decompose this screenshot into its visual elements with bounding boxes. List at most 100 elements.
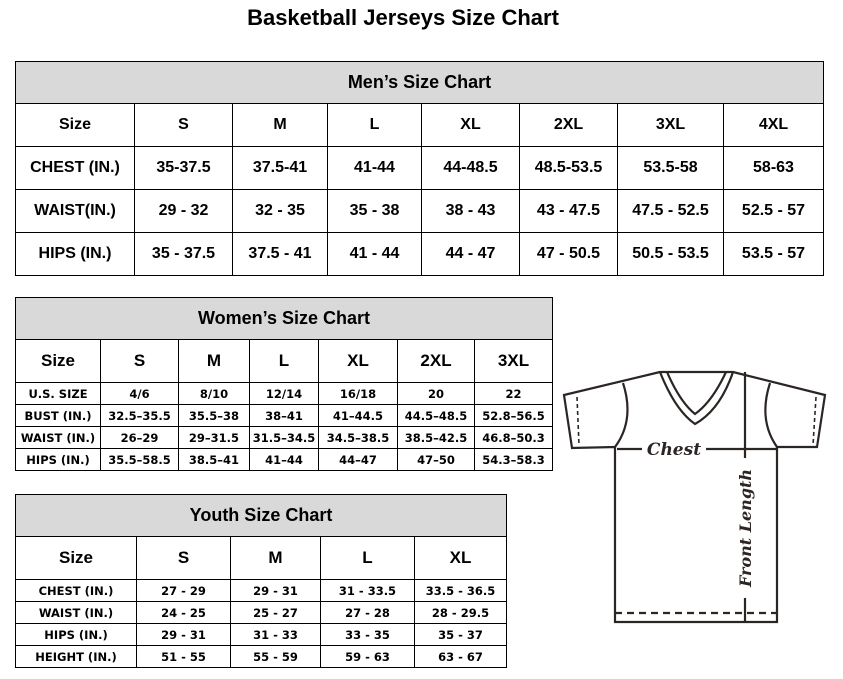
cell: 41-44 bbox=[327, 146, 422, 190]
header-cell: XL bbox=[413, 536, 508, 580]
page-title: Basketball Jerseys Size Chart bbox=[247, 5, 559, 30]
cell: CHEST (IN.) bbox=[15, 579, 137, 602]
cell: 38.5–42.5 bbox=[397, 426, 475, 449]
cell: 38–41 bbox=[249, 404, 319, 427]
header-cell: 4XL bbox=[723, 103, 824, 147]
cell: 44–47 bbox=[318, 448, 398, 471]
cell: 44 - 47 bbox=[421, 232, 520, 276]
header-cell: Size bbox=[15, 103, 135, 147]
cell: 46.8–50.3 bbox=[473, 426, 554, 449]
cell: 31.5–34.5 bbox=[249, 426, 319, 449]
cell: HIPS (IN.) bbox=[15, 623, 137, 646]
cell: 4/6 bbox=[100, 382, 179, 405]
cell: 41–44.5 bbox=[318, 404, 398, 427]
table-row: WAIST(IN.) 29 - 32 32 - 35 35 - 38 38 - 43 43… bbox=[15, 189, 824, 233]
cell: BUST (IN.) bbox=[15, 404, 101, 427]
cell: 35.5–58.5 bbox=[100, 448, 179, 471]
cell: 33.5 - 36.5 bbox=[413, 579, 508, 602]
header-cell: M bbox=[232, 103, 328, 147]
cell: 48.5-53.5 bbox=[519, 146, 618, 190]
header-cell: 3XL bbox=[473, 339, 554, 383]
table-row: HIPS (IN.) 29 - 31 31 - 33 33 - 35 35 - 37 bbox=[15, 623, 508, 646]
header-cell: XL bbox=[421, 103, 520, 147]
table-row: CHEST (IN.) 27 - 29 29 - 31 31 - 33.5 33.5 -… bbox=[15, 579, 508, 602]
cell: 53.5-58 bbox=[617, 146, 724, 190]
cell: 35 - 37 bbox=[413, 623, 508, 646]
youth-table-heading: Youth Size Chart bbox=[14, 494, 508, 537]
header-cell: 2XL bbox=[519, 103, 618, 147]
cell: WAIST (IN.) bbox=[15, 601, 137, 624]
cell: 22 bbox=[473, 382, 554, 405]
cell: 38.5–41 bbox=[178, 448, 250, 471]
cell: 12/14 bbox=[249, 382, 319, 405]
cell: WAIST (IN.) bbox=[15, 426, 101, 449]
cell: U.S. SIZE bbox=[15, 382, 101, 405]
cell: 38 - 43 bbox=[421, 189, 520, 233]
cell: 50.5 - 53.5 bbox=[617, 232, 724, 276]
mens-size-table: Men’s Size Chart Size S M L XL 2XL 3XL 4XL CHES… bbox=[15, 61, 824, 276]
table-header-row: Size S M L XL 2XL 3XL 4XL bbox=[15, 103, 824, 147]
cell: 35.5–38 bbox=[178, 404, 250, 427]
header-cell: M bbox=[178, 339, 250, 383]
cell: 27 - 28 bbox=[320, 601, 415, 624]
header-cell: S bbox=[134, 103, 233, 147]
cell: 35 - 38 bbox=[327, 189, 422, 233]
cell: 52.5 - 57 bbox=[723, 189, 824, 233]
jersey-outline-icon bbox=[562, 370, 827, 624]
table-row: HEIGHT (IN.) 51 - 55 55 - 59 59 - 63 63 - 67 bbox=[15, 645, 508, 668]
cell: HIPS (IN.) bbox=[15, 448, 101, 471]
womens-table-heading: Women’s Size Chart bbox=[14, 297, 554, 340]
header-cell: S bbox=[136, 536, 231, 580]
cell: 59 - 63 bbox=[320, 645, 415, 668]
cell: CHEST (IN.) bbox=[15, 146, 135, 190]
cell: 32 - 35 bbox=[232, 189, 328, 233]
cell: 47–50 bbox=[397, 448, 475, 471]
header-cell: 3XL bbox=[617, 103, 724, 147]
cell: 44.5–48.5 bbox=[397, 404, 475, 427]
cell: 35-37.5 bbox=[134, 146, 233, 190]
cell: 29 - 31 bbox=[136, 623, 231, 646]
table-row: WAIST (IN.) 26–29 29–31.5 31.5–34.5 34.5–38.… bbox=[15, 426, 554, 449]
header-cell: 2XL bbox=[397, 339, 475, 383]
front-length-label: Front Length bbox=[736, 469, 755, 588]
cell: 16/18 bbox=[318, 382, 398, 405]
table-row: WAIST (IN.) 24 - 25 25 - 27 27 - 28 28 - 29.… bbox=[15, 601, 508, 624]
header-cell: Size bbox=[15, 536, 137, 580]
table-row: HIPS (IN.) 35 - 37.5 37.5 - 41 41 - 44 44 - … bbox=[15, 232, 824, 276]
cell: 35 - 37.5 bbox=[134, 232, 233, 276]
youth-size-table: Youth Size Chart Size S M L XL CHEST (IN.) 27… bbox=[14, 494, 508, 668]
header-cell: L bbox=[327, 103, 422, 147]
header-cell: S bbox=[100, 339, 179, 383]
womens-size-table: Women’s Size Chart Size S M L XL 2XL 3XL U.S. … bbox=[14, 297, 554, 471]
cell: 58-63 bbox=[723, 146, 824, 190]
cell: 8/10 bbox=[178, 382, 250, 405]
cell: 47 - 50.5 bbox=[519, 232, 618, 276]
table-header-row: Size S M L XL 2XL 3XL bbox=[15, 339, 554, 383]
cell: 29–31.5 bbox=[178, 426, 250, 449]
cell: HEIGHT (IN.) bbox=[15, 645, 137, 668]
cell: 53.5 - 57 bbox=[723, 232, 824, 276]
cell: 25 - 27 bbox=[230, 601, 321, 624]
cell: 51 - 55 bbox=[136, 645, 231, 668]
table-row: HIPS (IN.) 35.5–58.5 38.5–41 41–44 44–47 47–5… bbox=[15, 448, 554, 471]
cell: 26–29 bbox=[100, 426, 179, 449]
cell: 31 - 33.5 bbox=[320, 579, 415, 602]
header-cell: M bbox=[230, 536, 321, 580]
header-cell: L bbox=[249, 339, 319, 383]
cell: 34.5–38.5 bbox=[318, 426, 398, 449]
header-cell: L bbox=[320, 536, 415, 580]
cell: 24 - 25 bbox=[136, 601, 231, 624]
table-row: CHEST (IN.) 35-37.5 37.5-41 41-44 44-48.5 48.… bbox=[15, 146, 824, 190]
cell: 29 - 31 bbox=[230, 579, 321, 602]
table-row: BUST (IN.) 32.5–35.5 35.5–38 38–41 41–44.5 44… bbox=[15, 404, 554, 427]
cell: 29 - 32 bbox=[134, 189, 233, 233]
cell: 47.5 - 52.5 bbox=[617, 189, 724, 233]
cell: 41 - 44 bbox=[327, 232, 422, 276]
cell: 37.5-41 bbox=[232, 146, 328, 190]
cell: HIPS (IN.) bbox=[15, 232, 135, 276]
mens-table-heading: Men’s Size Chart bbox=[15, 61, 824, 104]
cell: 55 - 59 bbox=[230, 645, 321, 668]
header-cell: XL bbox=[318, 339, 398, 383]
table-row: U.S. SIZE 4/6 8/10 12/14 16/18 20 22 bbox=[15, 382, 554, 405]
cell: 44-48.5 bbox=[421, 146, 520, 190]
